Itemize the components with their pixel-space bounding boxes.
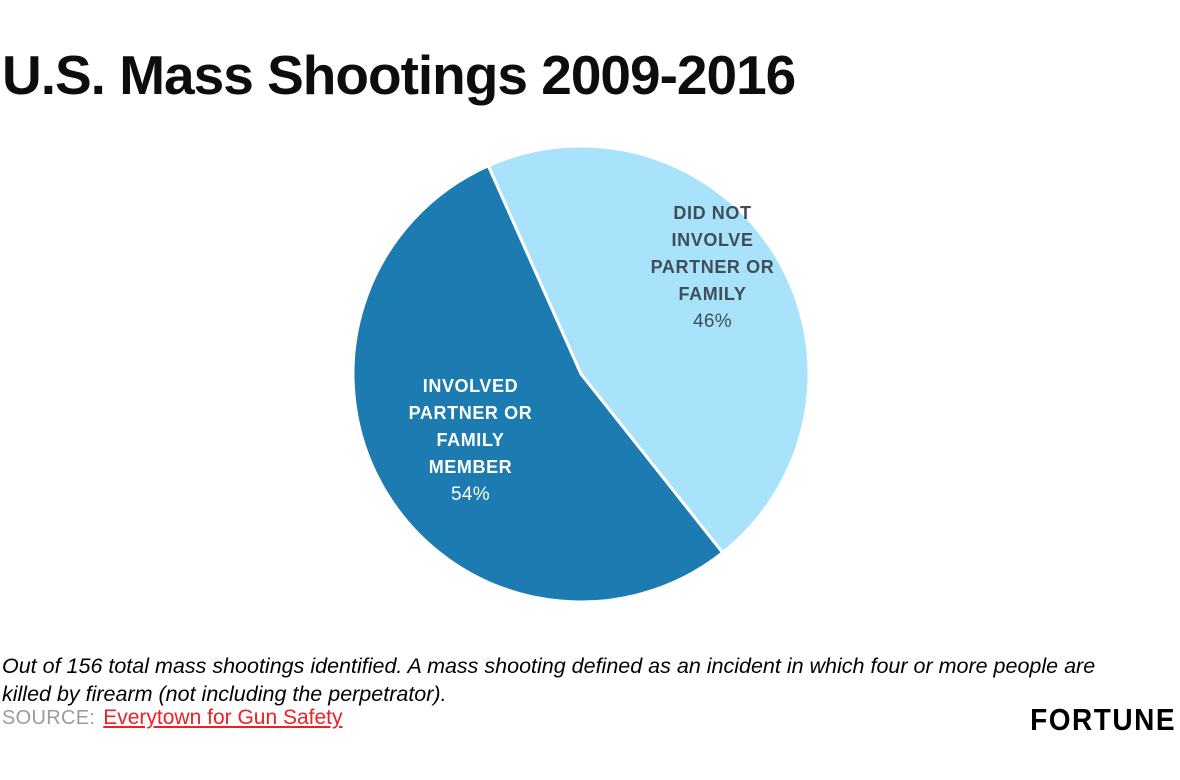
pie-label-involved: INVOLVED PARTNER OR FAMILY MEMBER 54% bbox=[378, 373, 563, 508]
source-link[interactable]: Everytown for Gun Safety bbox=[103, 706, 343, 729]
footnote: Out of 156 total mass shootings identifi… bbox=[2, 653, 1096, 706]
source-label: SOURCE: bbox=[2, 707, 96, 729]
pie-label-did-not-involve-text: DID NOT INVOLVE PARTNER OR FAMILY bbox=[650, 203, 775, 304]
pie-slice-0 bbox=[486, 144, 811, 555]
pie-label-involved-text: INVOLVED PARTNER OR FAMILY MEMBER bbox=[408, 376, 533, 477]
fortune-logo: FORTUNE bbox=[1030, 703, 1176, 737]
pie-label-did-not-involve-pct: 46% bbox=[693, 311, 732, 332]
pie-slice-1 bbox=[351, 164, 725, 604]
pie-label-involved-pct: 54% bbox=[451, 484, 490, 505]
page-title: U.S. Mass Shootings 2009-2016 bbox=[2, 43, 796, 106]
pie-label-did-not-involve: DID NOT INVOLVE PARTNER OR FAMILY 46% bbox=[625, 200, 800, 335]
pie-chart: DID NOT INVOLVE PARTNER OR FAMILY 46% IN… bbox=[350, 143, 812, 605]
source-row: SOURCE: Everytown for Gun Safety bbox=[2, 706, 343, 730]
pie-svg bbox=[351, 144, 811, 604]
